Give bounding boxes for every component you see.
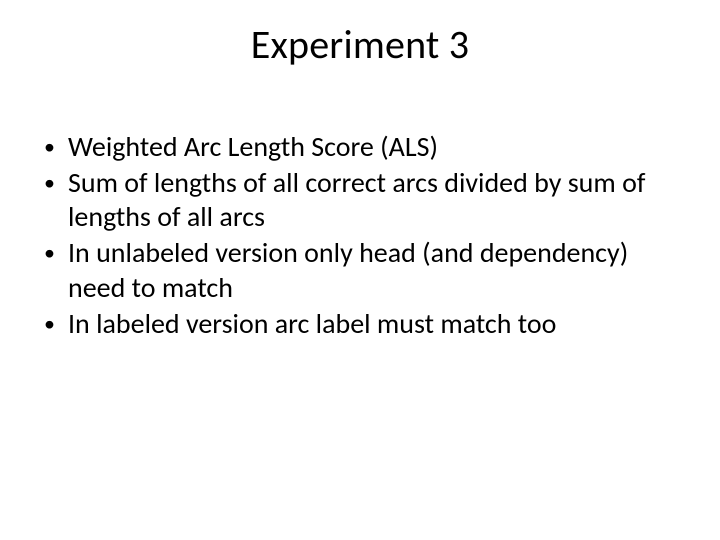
list-item: In labeled version arc label must match … [40, 307, 660, 341]
list-item: Sum of lengths of all correct arcs divid… [40, 166, 660, 234]
list-item: Weighted Arc Length Score (ALS) [40, 130, 660, 164]
list-item: In unlabeled version only head (and depe… [40, 236, 660, 304]
bullet-list: Weighted Arc Length Score (ALS) Sum of l… [40, 130, 660, 341]
slide-body: Weighted Arc Length Score (ALS) Sum of l… [40, 130, 660, 343]
slide: Experiment 3 Weighted Arc Length Score (… [0, 0, 720, 540]
slide-title: Experiment 3 [0, 20, 720, 69]
